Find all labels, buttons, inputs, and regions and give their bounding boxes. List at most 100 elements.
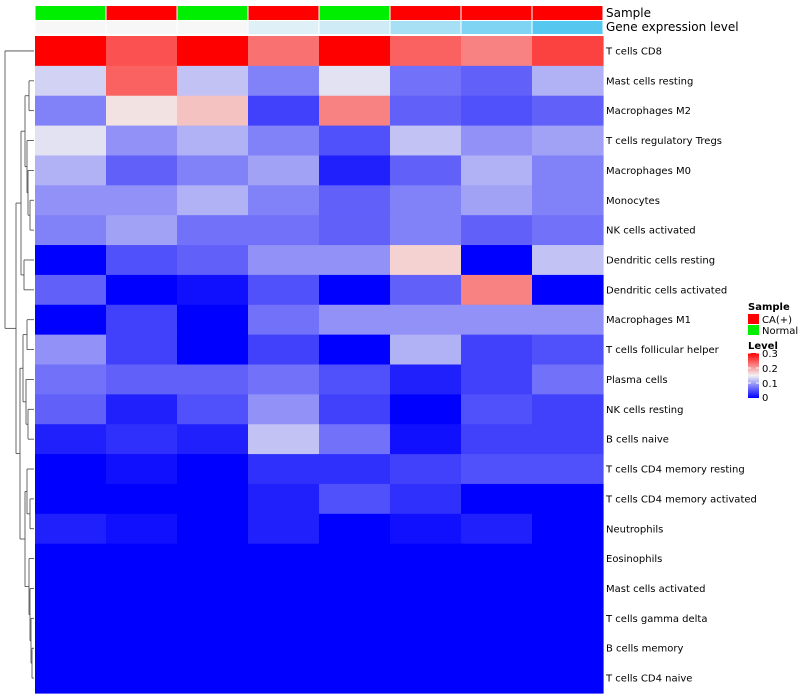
heatmap-cell [35, 364, 107, 395]
heatmap-cell [319, 274, 391, 306]
heatmap-cell [319, 483, 391, 515]
annotation-label-expression: Gene expression level [606, 20, 739, 34]
sample-annotation-cell [461, 6, 532, 20]
legend-sample-title: Sample [748, 302, 790, 313]
heatmap-cell [390, 245, 462, 276]
heatmap-cell [35, 603, 107, 634]
row-label: B cells naive [606, 435, 669, 446]
heatmap-cell [35, 245, 107, 276]
heatmap-cell [319, 65, 391, 97]
heatmap-cell [390, 543, 462, 575]
heatmap-cell [319, 36, 391, 67]
heatmap-cell [177, 573, 249, 605]
heatmap-cell [390, 95, 462, 127]
heatmap-cell [532, 573, 604, 605]
heatmap-cell [248, 364, 320, 395]
heatmap-cell [532, 245, 604, 276]
heatmap-cell [532, 543, 604, 575]
heatmap-cell [177, 155, 249, 186]
row-label: NK cells resting [606, 405, 683, 416]
heatmap-cell [248, 215, 320, 246]
row-label: T cells CD4 memory activated [605, 494, 757, 505]
heatmap-cell [532, 633, 604, 664]
heatmap-cell [390, 125, 462, 157]
heatmap-cell [248, 454, 320, 485]
legend-level-title: Level [748, 341, 778, 352]
heatmap-cell [106, 364, 178, 395]
legend-level-tick-2: 0.1 [762, 379, 778, 390]
heatmap-cell [461, 334, 533, 366]
row-label: Mast cells resting [606, 76, 693, 87]
heatmap-cell [248, 155, 320, 186]
heatmap-cell [461, 573, 533, 605]
legend-swatch-ca [748, 314, 759, 324]
heatmap-cell [248, 125, 320, 157]
heatmap-cell [390, 663, 462, 694]
heatmap-cell [461, 185, 533, 216]
heatmap-cell [106, 65, 178, 97]
heatmap-cell [532, 483, 604, 515]
legend-level-tick-3: 0 [762, 393, 768, 404]
heatmap-cell [177, 95, 249, 127]
heatmap-cell [390, 483, 462, 515]
heatmap-cell [532, 274, 604, 306]
row-label: Neutrophils [606, 524, 663, 535]
heatmap-cell [248, 274, 320, 306]
expression-annotation-cell [461, 21, 532, 34]
heatmap-cell [461, 663, 533, 694]
heatmap-cell [390, 513, 462, 545]
heatmap-cell [35, 454, 107, 485]
heatmap-cell [461, 454, 533, 485]
heatmap-cell [35, 633, 107, 664]
row-label: T cells CD4 naive [605, 674, 692, 685]
heatmap-cell [532, 95, 604, 127]
heatmap-cell [390, 334, 462, 366]
heatmap-cell [106, 334, 178, 366]
heatmap-cell [177, 543, 249, 575]
heatmap-cell [390, 364, 462, 395]
heatmap-cell [319, 424, 391, 455]
heatmap-cell [106, 36, 178, 67]
row-label: T cells gamma delta [605, 614, 707, 625]
heatmap-cell [177, 125, 249, 157]
heatmap-cell [319, 125, 391, 157]
heatmap-cell [177, 274, 249, 306]
heatmap-cell [532, 215, 604, 246]
heatmap-cell [177, 513, 249, 545]
heatmap-cell [248, 245, 320, 276]
heatmap-cell [106, 155, 178, 186]
heatmap-cell [248, 185, 320, 216]
heatmap-cell [35, 424, 107, 455]
heatmap-cell [390, 65, 462, 97]
heatmap-cell [35, 304, 107, 336]
row-dendrogram [4, 50, 34, 679]
row-label: T cells regulatory Tregs [605, 136, 722, 147]
legend-color-bar [748, 353, 759, 398]
annotation-label-sample: Sample [606, 6, 651, 20]
heatmap-cell [35, 483, 107, 515]
heatmap-cell [177, 364, 249, 395]
heatmap-cell [248, 36, 320, 67]
heatmap-cell [390, 36, 462, 67]
heatmap-cell [106, 543, 178, 575]
heatmap-cell [177, 483, 249, 515]
heatmap-cell [319, 663, 391, 694]
sample-annotation-cell [248, 6, 319, 20]
heatmap-cell [177, 394, 249, 425]
heatmap-cell [248, 334, 320, 366]
row-label: Dendritic cells resting [606, 255, 715, 266]
row-label: Macrophages M1 [606, 315, 691, 326]
heatmap-cell [106, 95, 178, 127]
expression-annotation-cell [390, 21, 461, 34]
heatmap-cell [177, 603, 249, 634]
heatmap-cell [319, 513, 391, 545]
heatmap-cell [532, 513, 604, 545]
heatmap-cell [35, 36, 107, 67]
heatmap-cell [106, 274, 178, 306]
row-label: T cells CD4 memory resting [605, 465, 745, 476]
heatmap-cell [248, 483, 320, 515]
heatmap-cell [106, 633, 178, 664]
sample-annotation-cell [532, 6, 603, 20]
